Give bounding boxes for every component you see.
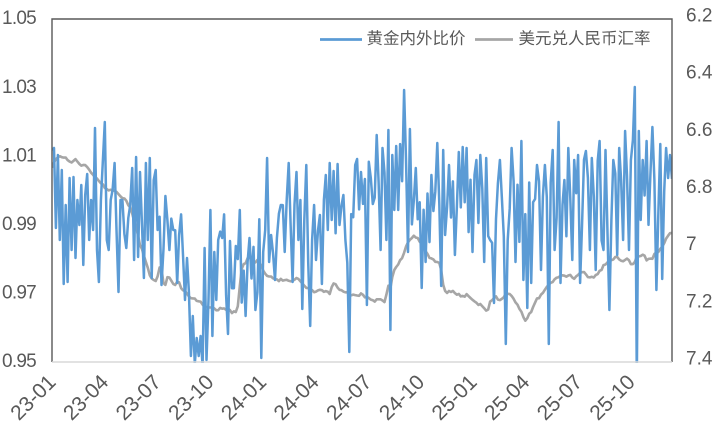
svg-text:1.05: 1.05 — [2, 8, 36, 29]
svg-text:0.95: 0.95 — [2, 351, 36, 372]
svg-text:7.2: 7.2 — [686, 291, 712, 312]
svg-text:7.4: 7.4 — [686, 349, 713, 370]
svg-text:0.99: 0.99 — [2, 214, 36, 235]
svg-text:6.6: 6.6 — [686, 120, 712, 141]
svg-text:6.4: 6.4 — [686, 63, 713, 84]
svg-text:1.03: 1.03 — [2, 77, 36, 98]
svg-text:0.97: 0.97 — [2, 283, 36, 304]
svg-text:6.8: 6.8 — [686, 177, 712, 198]
svg-text:1.01: 1.01 — [2, 145, 36, 166]
svg-text:6.2: 6.2 — [686, 6, 712, 27]
svg-text:7: 7 — [686, 234, 697, 255]
